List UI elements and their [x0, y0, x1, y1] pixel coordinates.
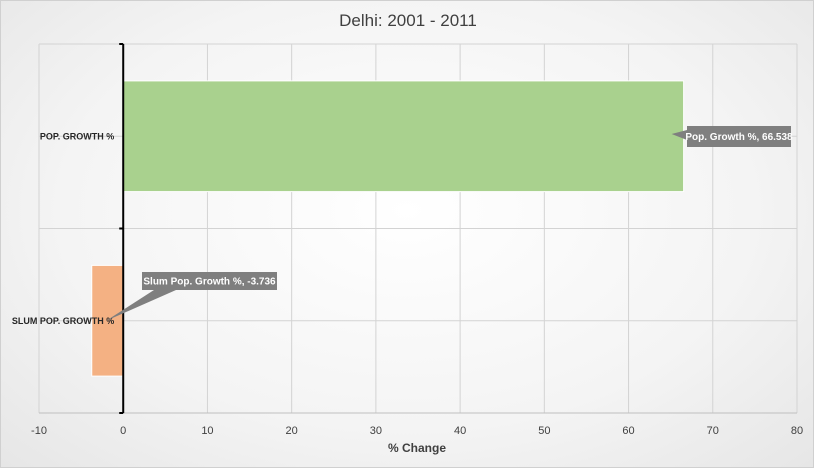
data-label-pointer — [671, 130, 687, 140]
x-tick-label: 20 — [286, 425, 298, 437]
x-tick-label: 30 — [370, 425, 382, 437]
x-tick-label: 0 — [120, 425, 126, 437]
x-tick-label: 40 — [454, 425, 466, 437]
axes — [39, 43, 797, 414]
data-label-0: Pop. Growth %, 66.538 — [671, 126, 793, 147]
x-tick-labels: -10 0 10 20 30 40 50 60 70 80 — [31, 425, 803, 437]
data-label-text: Pop. Growth %, 66.538 — [685, 132, 793, 143]
category-label: SLUM POP. GROWTH % — [12, 316, 114, 326]
data-label-box — [142, 272, 277, 290]
x-tick-label: 70 — [707, 425, 719, 437]
x-axis-label: % Change — [388, 441, 446, 455]
data-label-text: Slum Pop. Growth %, -3.736 — [143, 277, 276, 288]
x-tick-label: 10 — [201, 425, 213, 437]
x-tick-label: 80 — [791, 425, 803, 437]
data-label-box — [687, 126, 791, 147]
x-tick-label: 50 — [538, 425, 550, 437]
chart-title: Delhi: 2001 - 2011 — [339, 11, 477, 30]
data-label-pointer — [105, 290, 176, 321]
bar-0 — [122, 80, 685, 193]
x-tick-label: -10 — [31, 425, 47, 437]
x-tick-label: 60 — [622, 425, 634, 437]
category-labels: POP. GROWTH % SLUM POP. GROWTH % — [12, 131, 114, 326]
data-labels: Pop. Growth %, 66.538 Slum Pop. Growth %,… — [105, 126, 793, 321]
category-label: POP. GROWTH % — [40, 131, 114, 141]
data-label-1: Slum Pop. Growth %, -3.736 — [105, 272, 277, 321]
